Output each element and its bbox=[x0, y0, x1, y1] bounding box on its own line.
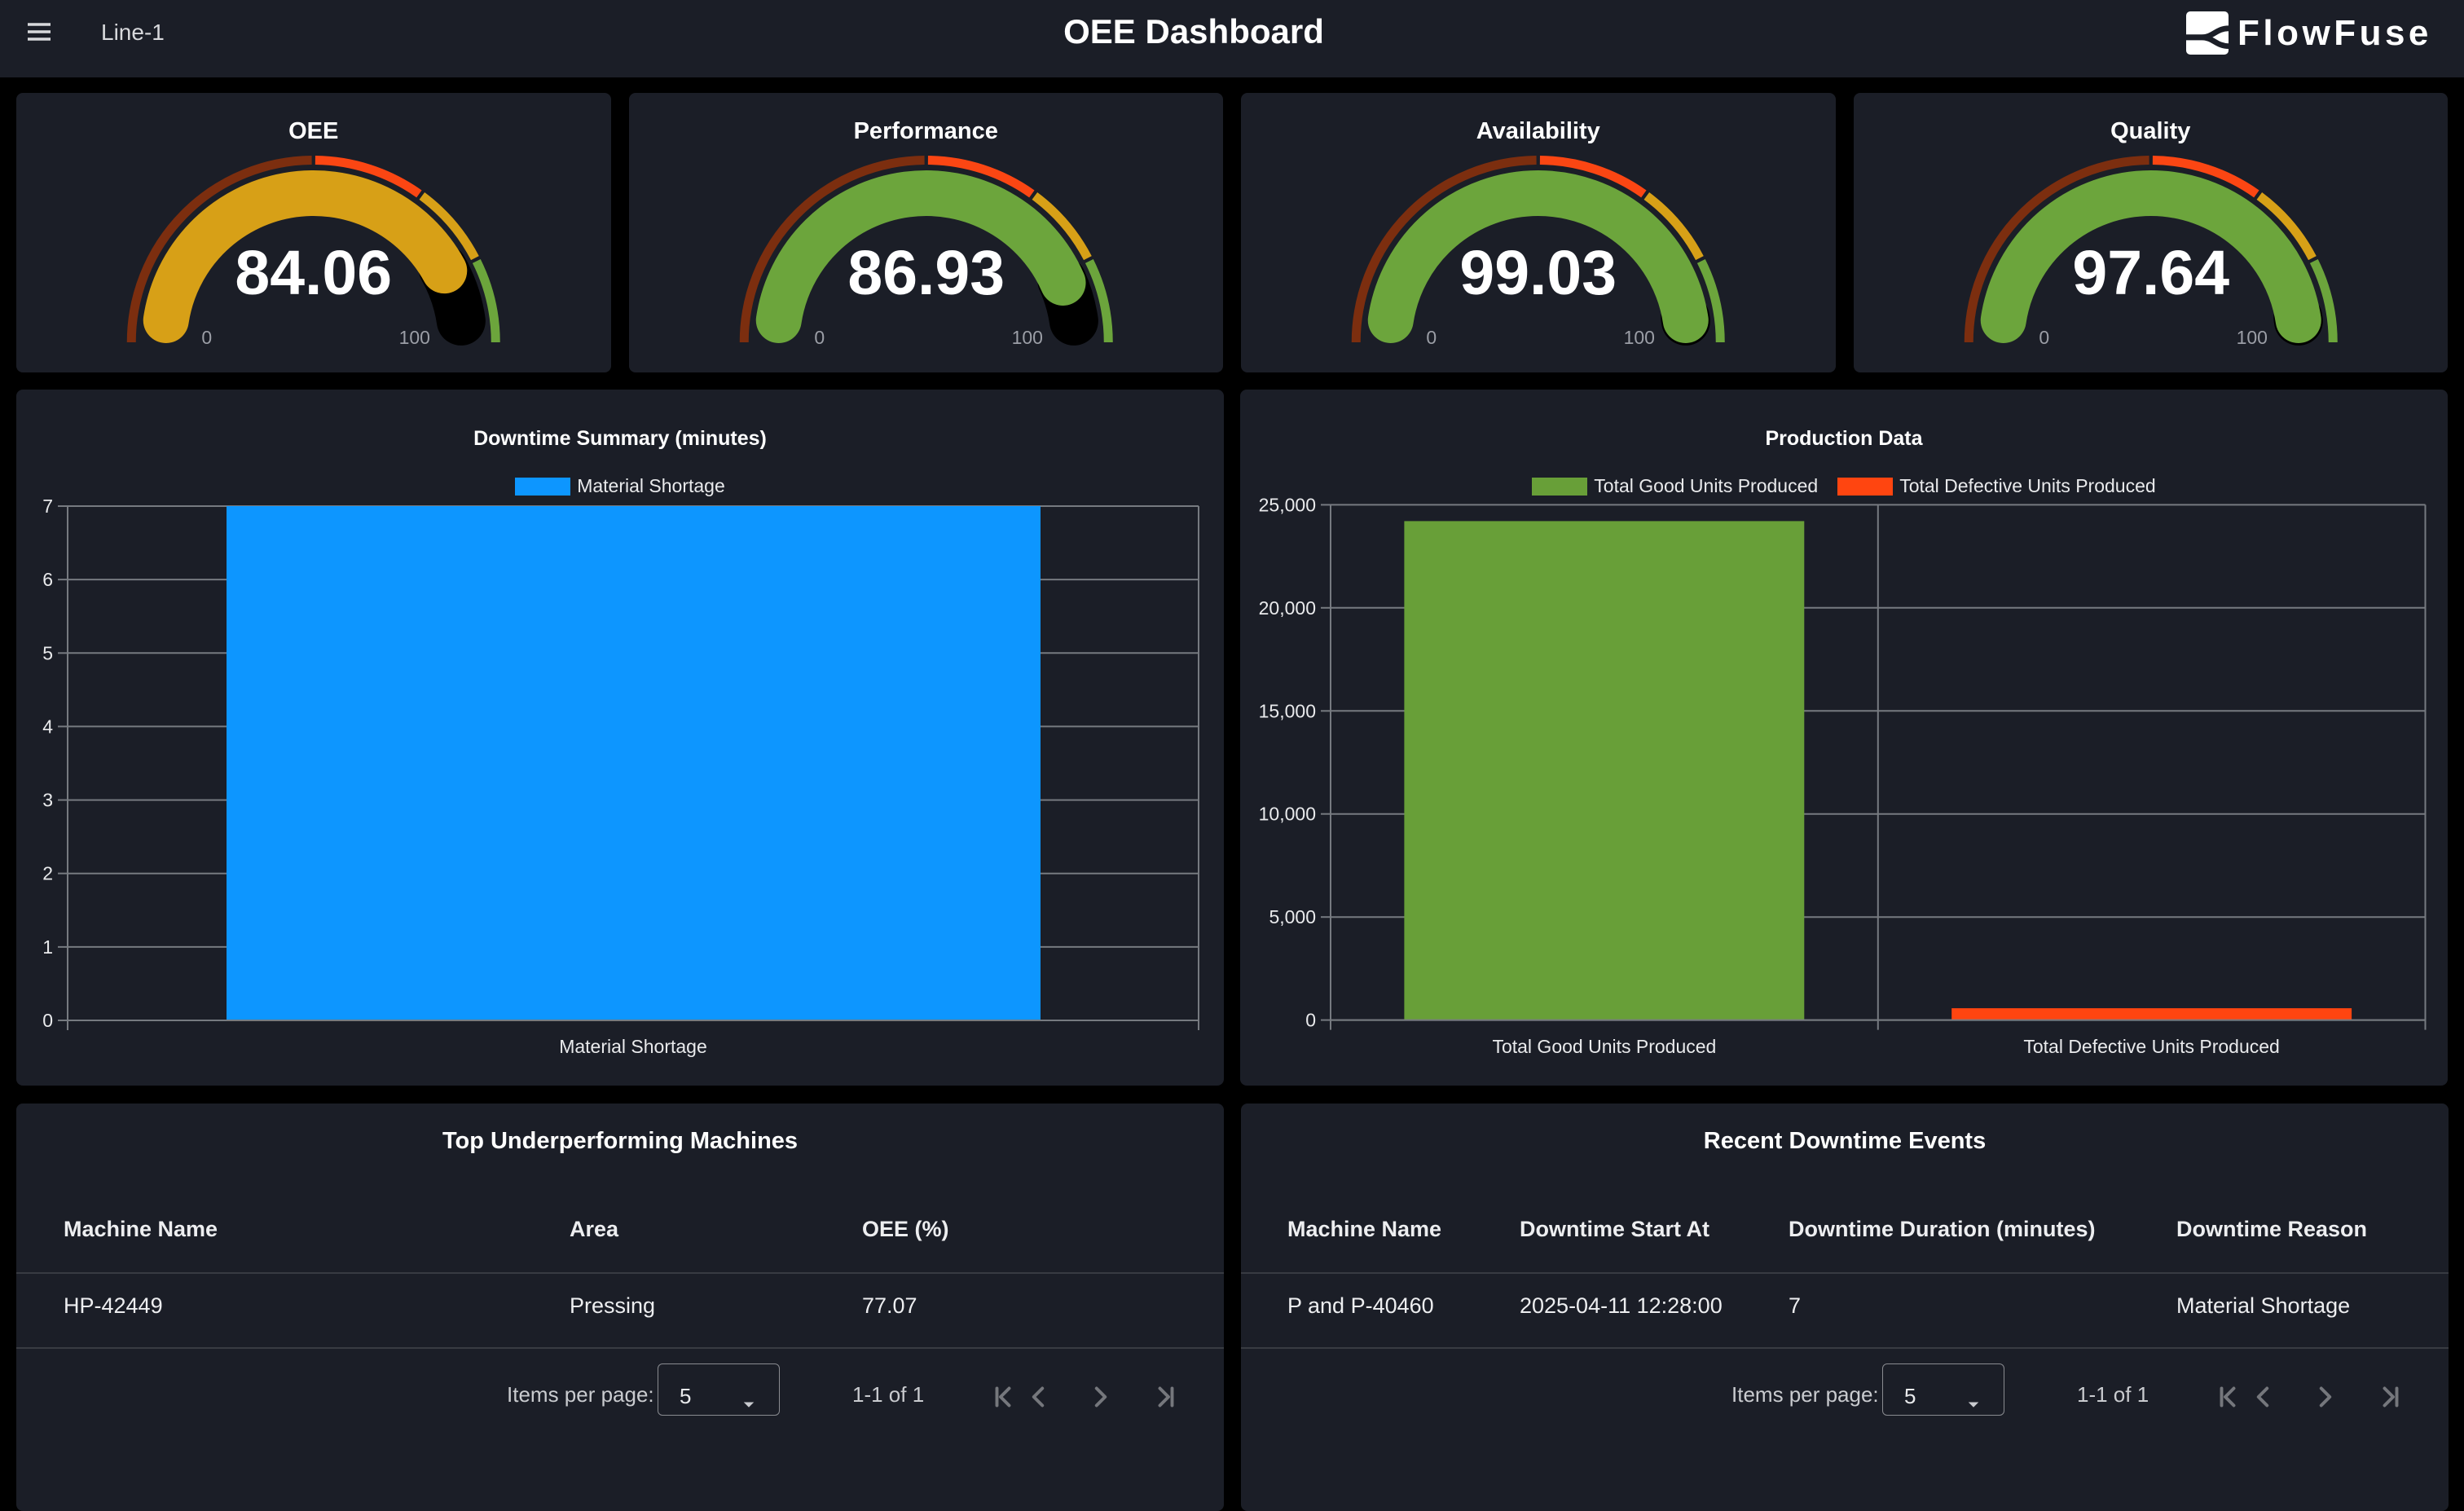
svg-text:0: 0 bbox=[42, 1010, 53, 1031]
svg-text:0: 0 bbox=[1305, 1010, 1316, 1031]
svg-text:15,000: 15,000 bbox=[1259, 700, 1316, 721]
svg-text:10,000: 10,000 bbox=[1259, 804, 1316, 825]
svg-text:100: 100 bbox=[1624, 327, 1655, 348]
svg-text:99.03: 99.03 bbox=[1459, 238, 1617, 308]
svg-text:25,000: 25,000 bbox=[1259, 494, 1316, 515]
svg-text:Total Defective Units Produced: Total Defective Units Produced bbox=[2023, 1036, 2280, 1057]
svg-text:5: 5 bbox=[42, 642, 53, 663]
svg-text:Total Good Units Produced: Total Good Units Produced bbox=[1492, 1036, 1716, 1057]
svg-text:100: 100 bbox=[399, 327, 430, 348]
svg-text:84.06: 84.06 bbox=[235, 238, 392, 308]
svg-text:20,000: 20,000 bbox=[1259, 597, 1316, 619]
svg-text:3: 3 bbox=[42, 790, 53, 811]
svg-text:100: 100 bbox=[2236, 327, 2267, 348]
svg-text:7: 7 bbox=[42, 496, 53, 517]
svg-text:97.64: 97.64 bbox=[2072, 238, 2229, 308]
svg-text:4: 4 bbox=[42, 716, 53, 737]
svg-text:6: 6 bbox=[42, 569, 53, 590]
svg-text:86.93: 86.93 bbox=[847, 238, 1005, 308]
svg-text:0: 0 bbox=[1426, 327, 1437, 348]
svg-text:0: 0 bbox=[814, 327, 825, 348]
svg-text:Material Shortage: Material Shortage bbox=[559, 1036, 707, 1057]
svg-text:1: 1 bbox=[42, 936, 53, 958]
svg-text:0: 0 bbox=[2039, 327, 2049, 348]
svg-text:2: 2 bbox=[42, 863, 53, 884]
svg-text:5,000: 5,000 bbox=[1269, 906, 1316, 927]
svg-text:100: 100 bbox=[1011, 327, 1042, 348]
svg-text:0: 0 bbox=[201, 327, 212, 348]
